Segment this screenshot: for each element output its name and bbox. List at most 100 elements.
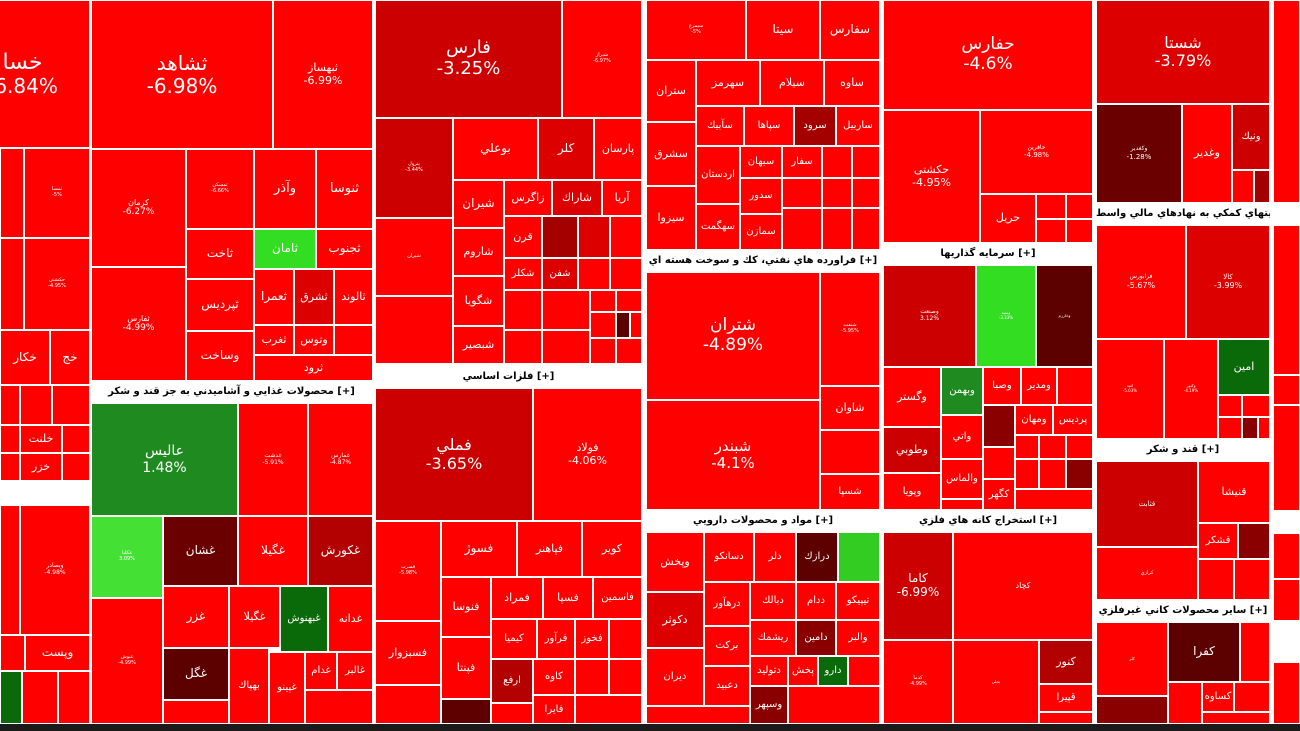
stock-tile[interactable]: درهآور [704, 582, 750, 626]
stock-tile[interactable] [58, 671, 90, 724]
stock-tile[interactable]: كاوه [533, 659, 575, 695]
stock-tile[interactable]: فخوز [575, 619, 609, 659]
stock-tile[interactable]: ثاخت [186, 229, 254, 279]
sector-header-food[interactable]: محصولات غذايي و آشاميدني به جز قند و شكر… [91, 381, 372, 403]
stock-tile[interactable]: آريا [602, 180, 642, 216]
stock-tile[interactable] [575, 659, 609, 695]
stock-tile[interactable]: وكبور -4.19% [1164, 339, 1218, 439]
stock-tile[interactable]: ددام [796, 582, 836, 620]
stock-tile[interactable]: قشكر [1198, 523, 1238, 559]
stock-tile[interactable]: شيران [453, 180, 504, 228]
stock-tile[interactable]: شبندر -4.1% [646, 400, 820, 510]
stock-tile[interactable]: حفارس -4.6% [883, 0, 1093, 110]
stock-tile[interactable] [1057, 367, 1093, 405]
stock-tile[interactable] [1218, 395, 1242, 417]
stock-tile[interactable] [1202, 712, 1270, 724]
stock-tile[interactable] [1168, 682, 1202, 724]
stock-tile[interactable]: سهگمت [696, 204, 740, 250]
stock-tile[interactable]: غزر [163, 586, 229, 648]
stock-tile[interactable]: وپست [25, 635, 90, 671]
stock-tile[interactable]: وسپهر [750, 686, 788, 724]
stock-tile[interactable]: غكلبا 3.09% [91, 516, 163, 598]
stock-tile[interactable]: حكشتی -4.95% [24, 238, 90, 330]
stock-tile[interactable] [1232, 170, 1254, 203]
stock-tile[interactable]: وكغدير -1.28% [1096, 104, 1182, 203]
stock-tile[interactable]: ومدير [1021, 367, 1057, 405]
stock-tile[interactable]: كگهر [983, 479, 1015, 510]
stock-tile[interactable] [578, 216, 610, 258]
stock-tile[interactable]: فرابورس -5.67% [1096, 225, 1186, 339]
stock-tile[interactable]: ثنوسا [316, 149, 373, 229]
stock-tile[interactable]: شفن [542, 258, 578, 290]
stock-tile[interactable]: غكورش [308, 516, 373, 586]
stock-tile[interactable] [334, 325, 373, 355]
stock-tile[interactable]: كدما -4.99% [883, 640, 953, 724]
stock-tile[interactable] [1234, 559, 1270, 600]
stock-tile[interactable]: شاوان [820, 386, 880, 430]
stock-tile[interactable]: شگويا [453, 276, 504, 326]
stock-tile[interactable]: كرازي [1096, 547, 1198, 600]
stock-tile[interactable]: تجلي [953, 640, 1039, 724]
stock-tile[interactable] [616, 338, 642, 364]
stock-tile[interactable]: ثمسا -5% [24, 148, 90, 238]
stock-tile[interactable]: شاروم [453, 228, 504, 276]
stock-tile[interactable]: دارو [818, 656, 848, 686]
stock-tile[interactable]: وآذر [254, 149, 316, 229]
stock-tile[interactable] [1036, 219, 1066, 243]
stock-tile[interactable] [1096, 696, 1168, 724]
stock-tile[interactable] [941, 499, 983, 510]
stock-tile[interactable]: ثرود [254, 355, 373, 381]
stock-tile[interactable]: اردستان [696, 146, 740, 204]
stock-tile[interactable] [1066, 459, 1093, 489]
stock-tile[interactable]: قرن [504, 216, 542, 258]
sector-header-petro[interactable]: فراورده هاي نفتي، كك و سوخت هسته اي [+] [646, 250, 880, 272]
stock-tile[interactable]: ثفارس -4.99% [91, 267, 186, 381]
stock-tile[interactable]: ساوه [824, 60, 880, 106]
stock-tile[interactable]: وگستر [883, 367, 941, 427]
stock-tile[interactable]: قنيشا [1198, 461, 1270, 523]
stock-tile[interactable]: غدام [305, 652, 337, 690]
stock-tile[interactable]: عاليس 1.48% [91, 403, 238, 516]
stock-tile[interactable]: كلر [538, 118, 594, 180]
stock-tile[interactable]: شاراك [552, 180, 602, 216]
stock-tile[interactable]: فاسمين [593, 577, 642, 619]
stock-tile[interactable]: وغدير [1182, 104, 1232, 203]
stock-tile[interactable]: ونيك [1232, 104, 1270, 170]
stock-tile[interactable]: سيتا [746, 0, 820, 60]
stock-tile[interactable]: شكلر [504, 258, 542, 290]
stock-tile[interactable]: دامين [796, 620, 836, 656]
stock-tile[interactable] [838, 532, 880, 582]
stock-tile[interactable] [822, 208, 852, 250]
stock-tile[interactable]: زاگرس [504, 180, 552, 216]
stock-tile[interactable] [848, 656, 880, 686]
stock-tile[interactable]: ثپرديس [186, 279, 254, 331]
stock-tile[interactable] [0, 148, 24, 238]
stock-tile[interactable]: فارس -3.25% [375, 0, 562, 118]
sector-header-sugar[interactable]: قند و شكر [+] [1096, 439, 1270, 461]
sector-header-invest[interactable]: سرمايه گذاريها [+] [883, 243, 1093, 265]
stock-tile[interactable]: كاما -6.99% [883, 532, 953, 640]
stock-tile[interactable]: دعبيد [704, 666, 750, 706]
stock-tile[interactable]: بهپاك [229, 648, 269, 724]
stock-tile[interactable] [782, 178, 822, 208]
stock-tile[interactable]: كالا -3.99% [1186, 225, 1270, 339]
stock-tile[interactable] [1036, 194, 1066, 219]
stock-tile[interactable]: فسرب -5.98% [375, 521, 441, 621]
stock-tile[interactable]: غنوش -4.99% [91, 598, 163, 724]
stock-tile[interactable] [820, 430, 880, 474]
stock-tile[interactable] [590, 290, 616, 312]
stock-tile[interactable]: فايرا [533, 695, 575, 724]
stock-tile[interactable] [822, 146, 852, 178]
sector-header-cut[interactable] [1273, 203, 1300, 225]
stock-tile[interactable] [542, 290, 590, 330]
stock-tile[interactable]: اميد -5.03% [1096, 339, 1164, 439]
stock-tile[interactable] [441, 699, 491, 724]
stock-tile[interactable]: سشرق [646, 122, 696, 186]
stock-tile[interactable] [782, 208, 822, 250]
stock-tile[interactable]: سفارس [820, 0, 880, 60]
stock-tile[interactable] [1258, 417, 1270, 439]
stock-tile[interactable] [375, 296, 453, 364]
stock-tile[interactable]: سيزوا [646, 186, 696, 250]
stock-tile[interactable]: حافرين -4.98% [980, 110, 1093, 194]
stock-tile[interactable]: كچاد [953, 532, 1093, 640]
